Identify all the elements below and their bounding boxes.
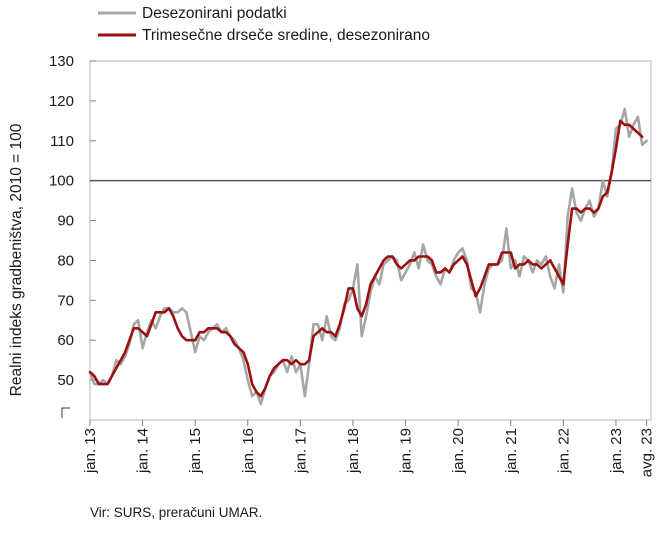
y-axis: 50 60 70 80 90 100 110 120 130 bbox=[49, 53, 96, 418]
x-tick-label: jan. 19 bbox=[398, 428, 415, 474]
axis-break-mark bbox=[61, 407, 70, 418]
y-tick-label: 110 bbox=[50, 133, 74, 150]
x-tick-label: jan. 23 bbox=[608, 428, 625, 474]
x-tick-label: jan. 13 bbox=[82, 428, 99, 474]
plot-area bbox=[89, 60, 652, 421]
x-tick-label: jan. 17 bbox=[292, 428, 309, 474]
source-note: Vir: SURS, preračuni UMAR. bbox=[90, 505, 262, 520]
series-layer bbox=[88, 107, 651, 406]
y-axis-title: Realni indeks gradbeništva, 2010 = 100 bbox=[8, 123, 25, 396]
series-line-moving-average bbox=[88, 119, 644, 398]
plot-border bbox=[89, 60, 652, 421]
x-tick-label: jan. 21 bbox=[503, 428, 520, 474]
legend-label: Trimesečne drseče sredine, desezonirano bbox=[142, 27, 430, 44]
legend: Desezonirani podatki Trimesečne drseče sr… bbox=[98, 5, 430, 44]
x-tick-label: avg. 23 bbox=[639, 428, 656, 477]
x-axis: jan. 13 jan. 14 jan. 15 jan. 16 jan. 17 jan. … bbox=[82, 420, 656, 477]
y-tick-label: 80 bbox=[57, 252, 74, 269]
y-tick-label: 70 bbox=[57, 292, 74, 309]
y-tick-label: 60 bbox=[57, 332, 74, 349]
x-tick-label: jan. 16 bbox=[240, 428, 257, 474]
y-tick-label: 50 bbox=[57, 372, 74, 389]
x-tick-label: jan. 20 bbox=[450, 428, 467, 474]
x-tick-label: jan. 22 bbox=[555, 428, 572, 474]
y-tick-label: 130 bbox=[49, 53, 74, 70]
x-tick-label: jan. 14 bbox=[135, 428, 152, 474]
legend-label: Desezonirani podatki bbox=[142, 5, 287, 22]
x-tick-label: jan. 15 bbox=[187, 428, 204, 474]
x-tick-label: jan. 18 bbox=[345, 428, 362, 474]
series-line-seasonally-adjusted bbox=[88, 107, 648, 406]
y-tick-label: 90 bbox=[57, 213, 74, 230]
y-tick-label: 100 bbox=[49, 173, 74, 190]
y-tick-label: 120 bbox=[49, 93, 74, 110]
